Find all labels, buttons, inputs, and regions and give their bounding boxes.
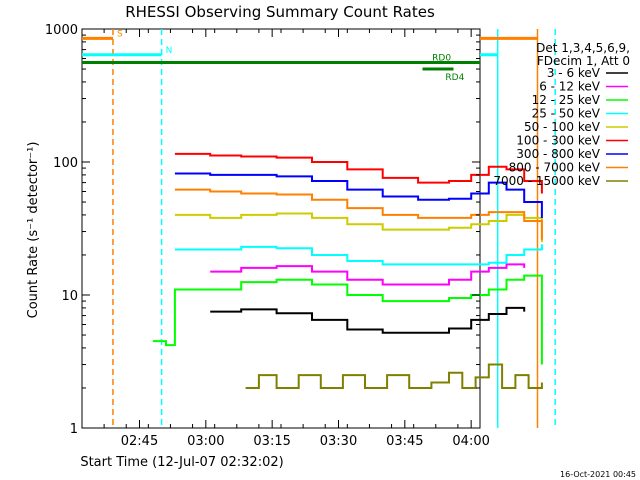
axes-group: 1 10 100 1000 02:45 03:00 03:15 03:30 03:45 04:00 [45,23,490,449]
footer-date: 16-Oct-2021 00:45 [560,470,636,479]
x-tick-label-03-00: 03:00 [187,434,224,449]
series-line-12-25-kev [152,274,543,365]
x-tick-label-03-45: 03:45 [386,434,423,449]
series-group [152,152,543,389]
legend-label-300-800-kev: 300 - 800 keV [516,147,600,161]
series-line-3-6-kev [210,306,526,334]
legend-header-0: Det 1,3,4,5,6,9, [536,41,630,55]
vertical-markers [112,29,556,428]
flag-rd4-label: RD4 [445,73,464,83]
chart-title: RHESSI Observing Summary Count Rates [125,3,435,21]
series-line-25-50-kev [174,244,543,266]
plot-frame [81,28,481,429]
legend-label-7000-15000-kev: 7000 - 15000 keV [493,174,600,188]
y-tick-label-100: 100 [53,156,78,171]
series-line-300-800-kev [174,172,543,218]
x-tick-label-03-30: 03:30 [320,434,357,449]
legend-label-25-50-kev: 25 - 50 keV [532,107,601,121]
legend-label-12-25-kev: 12 - 25 keV [532,93,601,107]
flag-s-label: S [117,29,123,39]
series-line-7000-15000-kev [245,363,543,389]
series-line-100-300-kev [174,152,543,194]
x-axis-label: Start Time (12-Jul-07 02:32:02) [80,455,283,470]
legend-label-100-300-kev: 100 - 300 keV [516,134,600,148]
legend-label-3-6-kev: 3 - 6 keV [547,66,601,80]
legend-label-800-7000-kev: 800 - 7000 keV [509,161,601,175]
legend: Det 1,3,4,5,6,9,FDecim 1, Att 03 - 6 keV… [493,41,630,188]
y-tick-label-1: 1 [70,422,78,437]
y-tick-label-10: 10 [61,289,78,304]
legend-label-6-12-kev: 6 - 12 keV [539,80,601,94]
series-line-800-7000-kev [174,188,543,240]
y-tick-label-1000: 1000 [45,23,78,38]
x-tick-label-03-15: 03:15 [253,434,290,449]
legend-label-50-100-kev: 50 - 100 keV [524,120,601,134]
series-line-6-12-kev [210,263,526,286]
y-axis-label: Count Rate (s⁻¹ detector⁻¹) [26,142,41,319]
series-line-50-100-kev [174,212,543,243]
flag-rd0-label: RD0 [432,53,451,63]
x-tick-label-04-00: 04:00 [452,434,489,449]
legend-header-1: FDecim 1, Att 0 [537,54,630,68]
flag-bars: S N RD0 RD4 [82,29,538,83]
x-tick-label-02-45: 02:45 [121,434,158,449]
flag-n-label: N [166,46,173,56]
